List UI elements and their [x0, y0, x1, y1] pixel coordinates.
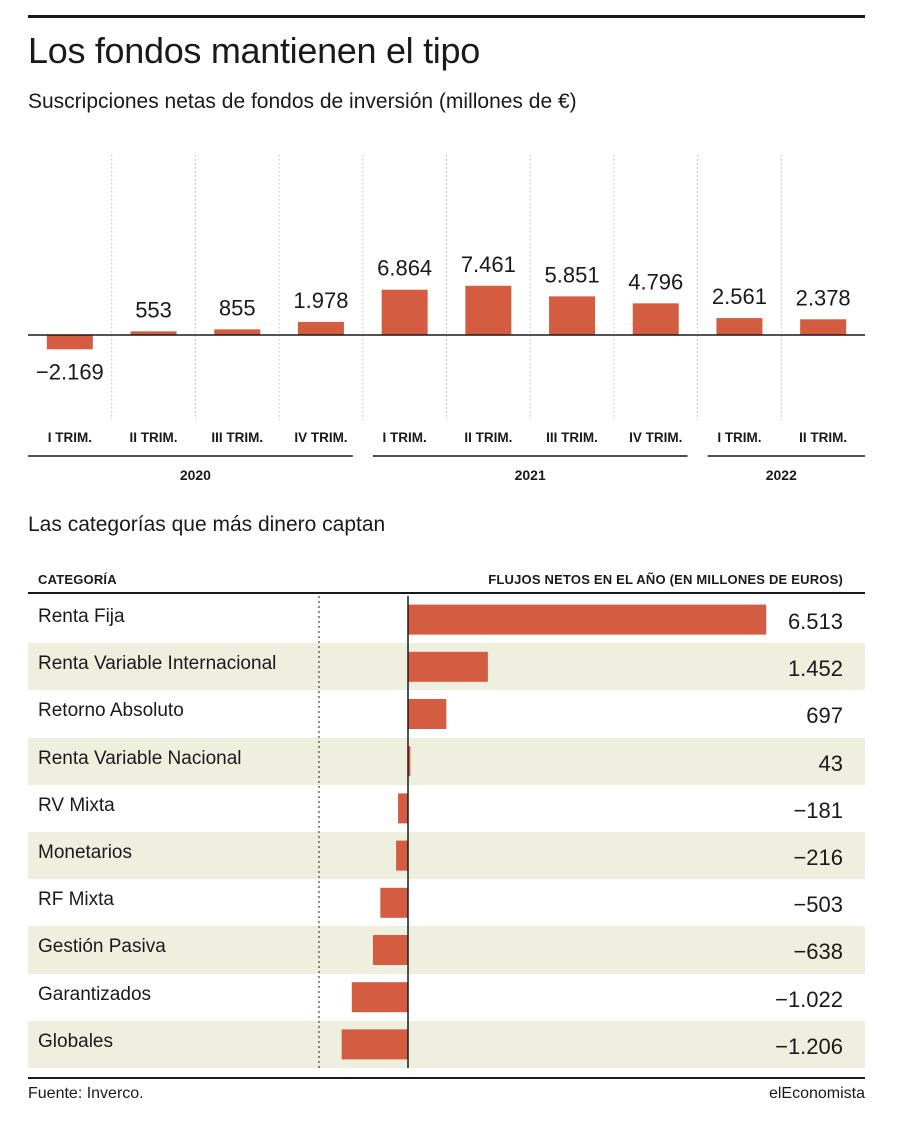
category-name: Garantizados	[38, 983, 152, 1005]
value-label: 5.851	[545, 262, 600, 287]
value-label: 855	[219, 295, 256, 320]
category-name: Retorno Absoluto	[38, 700, 184, 722]
bar	[297, 321, 344, 335]
category-value: 43	[818, 750, 843, 776]
table-row: Renta Variable Internacional 1.452	[28, 643, 865, 691]
category-name: Monetarios	[38, 841, 132, 863]
quarter-label: IV TRIM.	[629, 430, 682, 445]
bar	[800, 319, 847, 335]
quarterly-bar-chart: −2.169 I TRIM. 553 II TRIM. 855 III TRIM. 1.97…	[28, 155, 865, 483]
category-name: Renta Variable Nacional	[38, 747, 242, 769]
category-name: Renta Variable Internacional	[38, 653, 277, 675]
quarter-label: I TRIM.	[717, 430, 761, 445]
year-label: 2020	[180, 467, 211, 483]
top-rule	[28, 15, 865, 18]
category-name: RV Mixta	[38, 794, 115, 816]
year-label: 2022	[766, 467, 797, 483]
bar	[214, 329, 261, 335]
quarter-label: II TRIM.	[464, 430, 512, 445]
table-row: Globales −1.206	[28, 1020, 865, 1068]
table-row: Renta Variable Nacional 43	[28, 737, 865, 785]
category-value: 1.452	[787, 656, 843, 682]
bar	[465, 285, 512, 335]
value-label: 7.461	[461, 252, 516, 277]
category-name: RF Mixta	[38, 889, 114, 911]
header-category: CATEGORÍA	[38, 572, 117, 587]
bottom-rule	[28, 1077, 865, 1079]
bar	[632, 303, 679, 335]
quarter-label: I TRIM.	[383, 430, 427, 445]
categories-table: Renta Fija 6.513 Renta Variable Internacio…	[28, 596, 865, 1068]
bar	[716, 318, 763, 335]
source-note: Fuente: Inverco.	[28, 1085, 144, 1102]
table-row: RV Mixta −181	[28, 785, 865, 832]
quarter-label: II TRIM.	[799, 430, 847, 445]
table-row: Retorno Absoluto 697	[28, 690, 865, 737]
bar	[130, 331, 177, 335]
quarter-label: IV TRIM.	[294, 430, 347, 445]
value-label: 2.378	[796, 285, 851, 310]
table-row: Monetarios −216	[28, 831, 865, 880]
brand-logo: elEconomista	[768, 1085, 865, 1102]
chart-subtitle: Suscripciones netas de fondos de inversi…	[28, 90, 577, 113]
category-value: 697	[806, 703, 843, 729]
quarter-label: III TRIM.	[211, 430, 263, 445]
bar	[381, 289, 428, 335]
quarter-label: III TRIM.	[546, 430, 598, 445]
bar	[549, 296, 596, 335]
header-rule	[28, 592, 865, 594]
category-value: −1.022	[775, 986, 843, 1012]
category-name: Gestión Pasiva	[38, 936, 166, 958]
category-value: −181	[793, 797, 843, 823]
value-label: 1.978	[293, 288, 348, 313]
chart-title: Los fondos mantienen el tipo	[28, 30, 480, 71]
category-value: −503	[793, 892, 843, 918]
value-label: 4.796	[628, 269, 683, 294]
category-value: −216	[793, 844, 843, 870]
category-name: Renta Fija	[38, 606, 125, 627]
value-label: 6.864	[377, 256, 432, 281]
bar	[46, 335, 93, 350]
table-row: Gestión Pasiva −638	[28, 926, 865, 974]
categories-subtitle: Las categorías que más dinero captan	[28, 513, 386, 536]
table-row: Garantizados −1.022	[28, 974, 865, 1021]
table-row: Renta Fija 6.513	[28, 596, 865, 643]
value-label: −2.169	[36, 359, 104, 384]
header-flows: FLUJOS NETOS EN EL AÑO (EN MILLONES DE E…	[488, 572, 843, 587]
value-label: 553	[135, 297, 172, 322]
category-value: −638	[793, 939, 843, 965]
quarter-label: II TRIM.	[130, 430, 178, 445]
category-value: −1.206	[775, 1033, 843, 1059]
table-row: RF Mixta −503	[28, 879, 865, 926]
year-label: 2021	[515, 467, 546, 483]
value-label: 2.561	[712, 284, 767, 309]
category-value: 6.513	[787, 609, 843, 634]
category-name: Globales	[38, 1030, 113, 1052]
quarter-label: I TRIM.	[48, 430, 92, 445]
